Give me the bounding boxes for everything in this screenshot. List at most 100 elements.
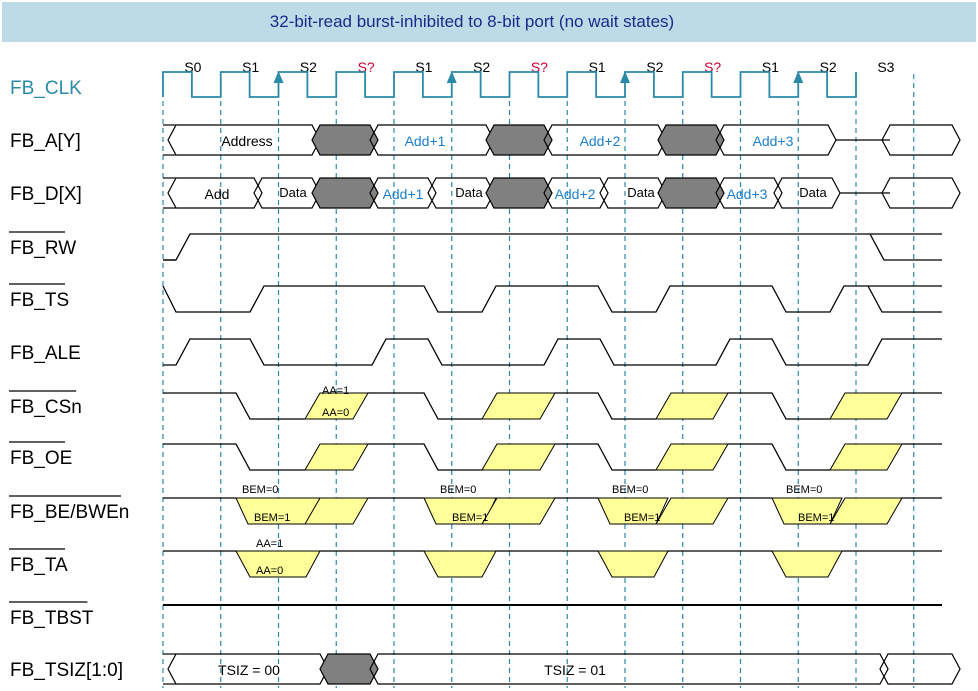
state-label: S2 <box>820 59 837 75</box>
ta-trap <box>235 550 321 578</box>
clock-waveform <box>162 71 857 98</box>
data-label: Add+3 <box>727 186 768 202</box>
oe-hatch <box>304 443 369 471</box>
signal-label: FB_TS <box>10 290 69 311</box>
clock-edge-arrow <box>620 71 630 83</box>
bem-high-annotation: BEM=0 <box>242 484 278 496</box>
signal-label: FB_TA <box>10 555 68 576</box>
data-label: Add <box>205 186 230 202</box>
ta-aa-high: AA=1 <box>256 538 283 550</box>
state-label: S1 <box>589 59 606 75</box>
aa-low-annotation: AA=0 <box>322 407 349 419</box>
state-label: S? <box>704 59 721 75</box>
ta-trap <box>771 550 843 578</box>
bem-low-annotation: BEM=1 <box>254 512 290 524</box>
address-label: Add+3 <box>753 133 794 149</box>
data-bus-idle <box>657 177 725 209</box>
csn-hatch <box>655 392 729 420</box>
ts-end <box>867 285 942 313</box>
ta-trap <box>597 550 669 578</box>
data-label: Data <box>279 185 307 200</box>
address-bus-segment <box>881 124 961 156</box>
title-bar: 32-bit-read burst-inhibited to 8-bit por… <box>2 2 976 42</box>
state-label: S1 <box>242 59 259 75</box>
tsiz-label: TSIZ = 00 <box>218 662 280 678</box>
bem-high-annotation: BEM=0 <box>612 484 648 496</box>
state-label: S1 <box>762 59 779 75</box>
signal-label: FB_RW <box>10 238 76 259</box>
oe-hatch <box>655 443 729 471</box>
oe-fall <box>163 443 305 471</box>
address-label: Add+1 <box>405 133 446 149</box>
oe-seg <box>555 443 656 471</box>
bem-low-annotation: BEM=1 <box>624 512 660 524</box>
csn-seg <box>368 392 482 420</box>
csn-hatch <box>829 392 903 420</box>
signal-label: FB_TBST <box>10 608 94 629</box>
state-label: S? <box>358 59 375 75</box>
state-label: S2 <box>473 59 490 75</box>
oe-seg <box>728 443 830 471</box>
tsiz-idle <box>319 653 379 685</box>
aa-high-annotation: AA=1 <box>322 385 349 397</box>
oe-hatch <box>829 443 903 471</box>
be-hatch <box>304 497 369 525</box>
data-label: Add+2 <box>555 186 596 202</box>
be-hatch <box>481 497 556 525</box>
ta-aa-low: AA=0 <box>256 565 283 577</box>
data-bus-segment <box>543 177 609 209</box>
dashed-grid <box>162 74 915 688</box>
signal-label: FB_A[Y] <box>10 131 81 152</box>
state-label: S2 <box>300 59 317 75</box>
clock-edge-arrow <box>446 71 457 83</box>
oe-seg <box>368 443 482 471</box>
bem-high-annotation: BEM=0 <box>786 484 822 496</box>
tsiz-segment <box>369 653 889 685</box>
bem-low-annotation: BEM=1 <box>798 512 834 524</box>
signal-label: FB_CLK <box>10 78 82 99</box>
signal-label: FB_OE <box>10 448 72 469</box>
signal-label: FB_ALE <box>10 343 81 364</box>
ts-waveform <box>162 285 942 313</box>
signal-label: FB_D[X] <box>10 184 82 205</box>
rw-high <box>163 233 942 261</box>
data-bus-idle <box>311 177 379 209</box>
tsiz-label: TSIZ = 01 <box>544 662 606 678</box>
signal-label: FB_BE/BWEn <box>10 502 129 523</box>
csn-seg <box>555 392 656 420</box>
clock-edge-arrow <box>793 71 804 83</box>
data-label: Data <box>799 185 827 200</box>
ta-trap <box>423 550 497 578</box>
state-label: S? <box>531 59 548 75</box>
bem-low-annotation: BEM=1 <box>452 512 488 524</box>
address-label: Address <box>221 133 272 149</box>
diagram-title: 32-bit-read burst-inhibited to 8-bit por… <box>269 12 675 31</box>
state-label: S3 <box>877 59 894 75</box>
data-label: Add+1 <box>383 186 424 202</box>
data-label: Data <box>627 185 655 200</box>
be-hatch <box>829 497 903 525</box>
address-bus-idle <box>311 124 379 156</box>
state-label: S0 <box>184 59 201 75</box>
csn-seg <box>728 392 830 420</box>
rw-fall <box>869 233 942 261</box>
data-label: Data <box>455 185 483 200</box>
csn-hatch <box>304 392 369 420</box>
csn-hatch <box>481 392 556 420</box>
data-bus-idle <box>485 177 553 209</box>
signal-label: FB_TSIZ[1:0] <box>10 660 123 681</box>
state-label: S1 <box>415 59 432 75</box>
clock-edge-arrow <box>273 71 284 83</box>
data-bus-segment <box>715 177 783 209</box>
address-bus-idle <box>485 124 553 156</box>
be-hatch <box>655 497 729 525</box>
signal-label: FB_CSn <box>10 397 82 418</box>
tsiz-segment <box>879 653 961 685</box>
csn-fall <box>163 392 305 420</box>
address-label: Add+2 <box>580 133 621 149</box>
address-bus-idle <box>657 124 725 156</box>
data-bus-segment <box>881 177 961 209</box>
state-label: S2 <box>646 59 663 75</box>
